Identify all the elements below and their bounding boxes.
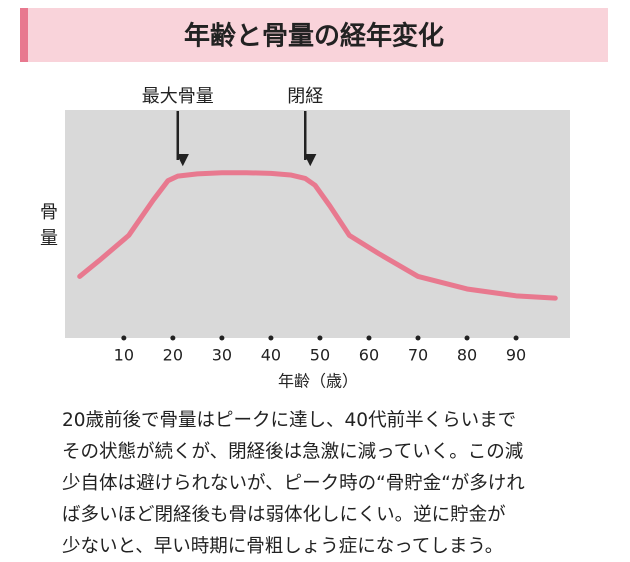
x-tick-dot (366, 335, 372, 341)
x-tick-dot (219, 335, 225, 341)
title-banner (20, 8, 608, 62)
x-tick-label: 30 (212, 346, 232, 365)
x-tick-label: 90 (506, 346, 526, 365)
y-axis-label: 骨量 (37, 202, 58, 254)
caption-line: 少ないと、早い時期に骨粗しょう症になってしまう。 (62, 536, 503, 557)
annotation-label: 最大骨量 (142, 86, 214, 107)
title-stripe (20, 8, 28, 62)
x-axis-label: 年齢（歳） (278, 372, 358, 391)
caption-line: ば多いほど閉経後も骨は弱体化しにくい。逆に貯金が (62, 505, 506, 526)
x-tick-label: 10 (114, 346, 134, 365)
caption-line: 少自体は避けられないが、ピーク時の“骨貯金“が多けれ (62, 473, 525, 494)
x-tick-label: 70 (408, 346, 428, 365)
x-tick-dot (317, 335, 323, 341)
x-tick-label: 20 (163, 346, 183, 365)
chart-title: 年齢と骨量の経年変化 (184, 21, 444, 52)
caption-line: その状態が続くが、閉経後は急激に減っていく。この減 (62, 442, 524, 463)
plot-area (65, 110, 570, 338)
x-tick-label: 50 (310, 346, 330, 365)
x-tick-dot (170, 335, 176, 341)
x-tick-dot (268, 335, 274, 341)
x-tick-dot (513, 335, 519, 341)
data-line (77, 170, 558, 301)
caption-line: 20歳前後で骨量はピークに達し、40代前半くらいまで (62, 410, 516, 431)
x-tick-label: 80 (457, 346, 477, 365)
x-tick-dot (415, 335, 421, 341)
annotation-label: 閉経 (287, 86, 323, 107)
x-tick-dot (464, 335, 470, 341)
x-tick-label: 40 (261, 346, 281, 365)
x-tick-label: 60 (359, 346, 379, 365)
x-tick-dot (121, 335, 127, 341)
